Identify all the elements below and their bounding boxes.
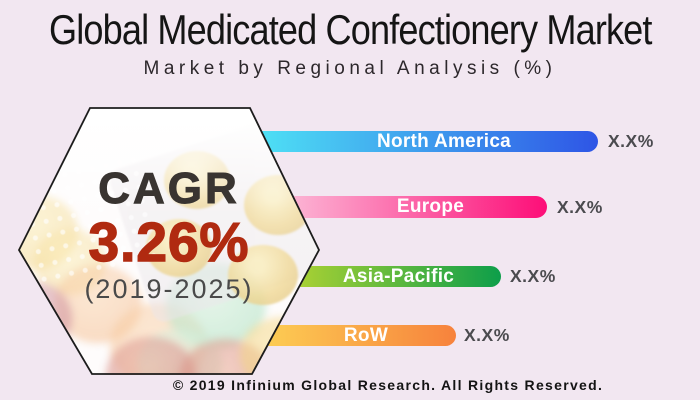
cagr-period: (2019-2025) <box>84 274 254 304</box>
cagr-value: 3.26% <box>88 211 250 273</box>
page-title: Global Medicated Confectionery Market <box>49 6 652 53</box>
bar-value-europe: X.X% <box>557 197 603 217</box>
bar-asia-pacific: Asia-Pacific <box>250 266 501 287</box>
bar-europe: Europe <box>250 196 547 218</box>
bar-north-america: North America <box>250 131 598 152</box>
bar-value-row: X.X% <box>464 325 510 345</box>
bar-label-north-america: North America <box>376 130 512 152</box>
bar-label-row: RoW <box>343 324 389 346</box>
copyright-text: © 2019 Infinium Global Research. All Rig… <box>172 377 604 393</box>
bar-row: RoW <box>250 325 456 346</box>
bar-label-europe: Europe <box>396 196 465 217</box>
cagr-hexagon: CAGR 3.26% (2019-2025) <box>18 107 320 375</box>
bar-value-asia-pacific: X.X% <box>510 266 556 286</box>
bar-value-north-america: X.X% <box>608 131 654 151</box>
page-subtitle: Market by Regional Analysis (%) <box>143 58 557 79</box>
cagr-label: CAGR <box>98 164 240 213</box>
bar-label-asia-pacific: Asia-Pacific <box>342 265 455 287</box>
cagr-block: CAGR 3.26% (2019-2025) <box>18 164 320 307</box>
hexagon-outline <box>18 107 320 375</box>
